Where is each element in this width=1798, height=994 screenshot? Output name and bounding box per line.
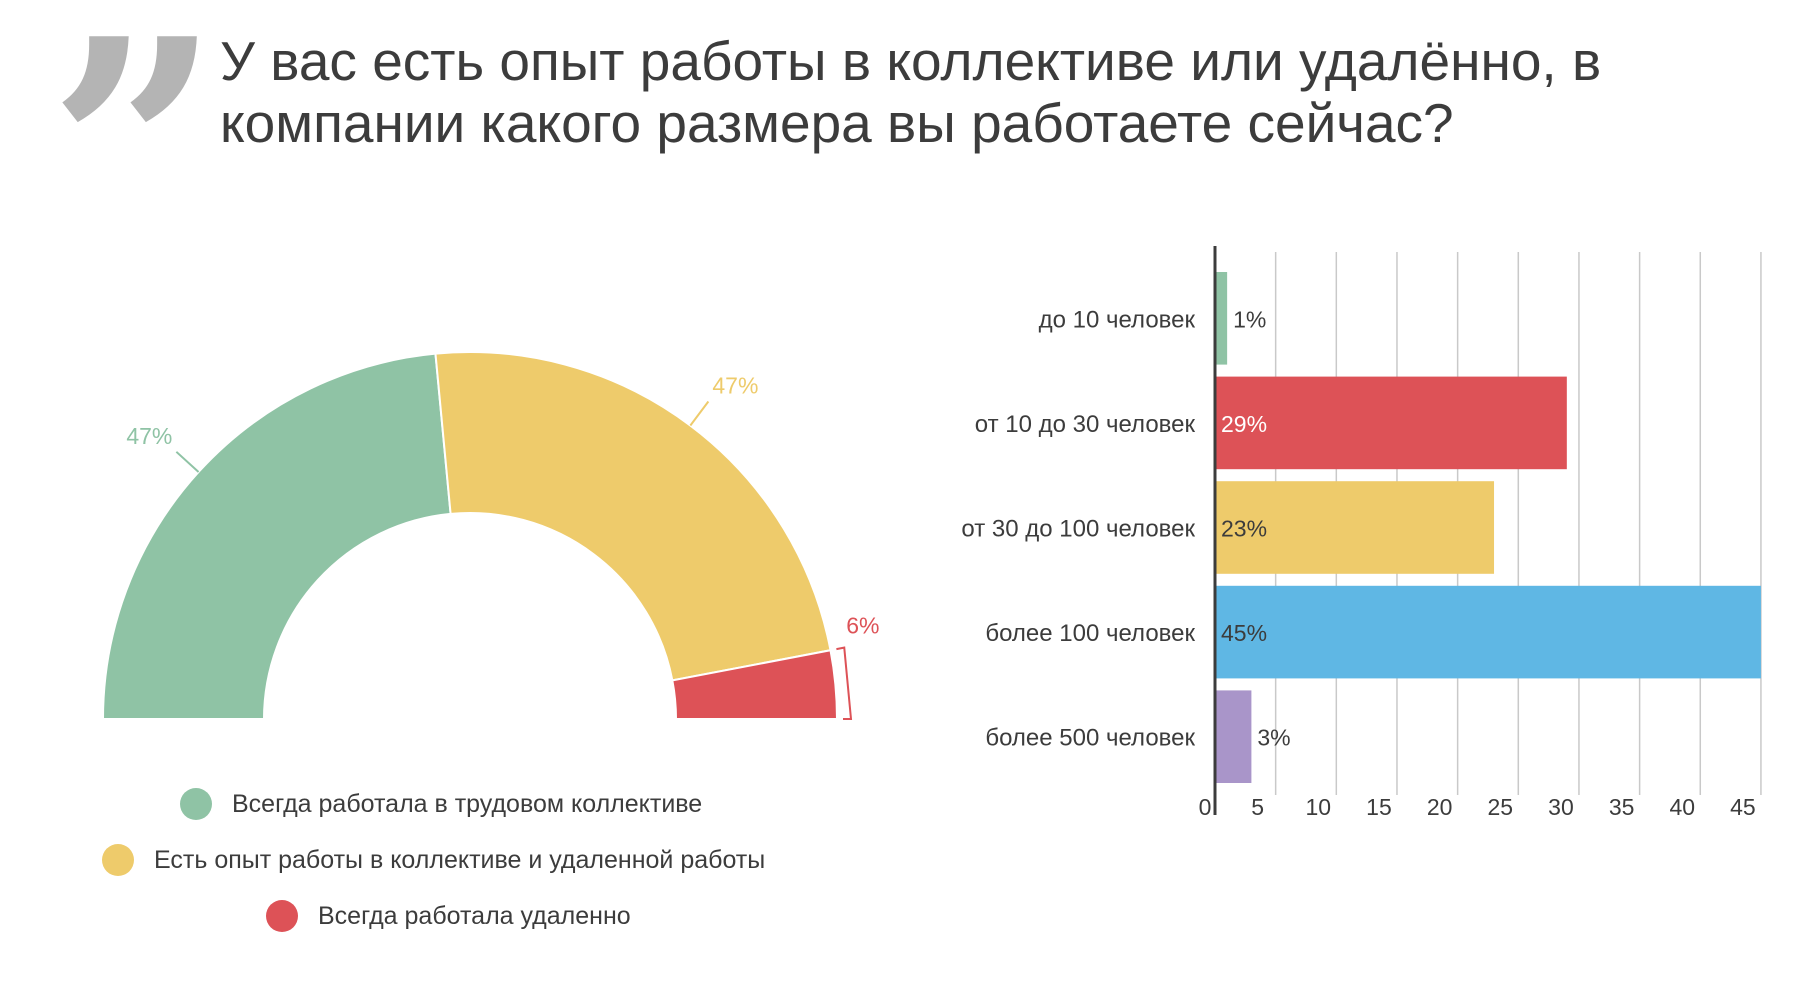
x-tick-label: 15: [1366, 794, 1392, 820]
legend-dot: [180, 788, 212, 820]
bar: [1215, 272, 1228, 365]
legend-item: Всегда работала в трудовом коллективе: [180, 788, 702, 820]
pie-data-label: 47%: [712, 373, 758, 399]
pie-slice: [671, 649, 839, 720]
bar: [1215, 585, 1761, 679]
bar-value-label: 29%: [1221, 411, 1267, 437]
legend-item: Всегда работала удаленно: [266, 900, 631, 932]
legend-dot: [102, 844, 134, 876]
x-tick-label: 25: [1487, 794, 1513, 820]
x-tick-label: 5: [1251, 794, 1264, 820]
page-title: У вас есть опыт работы в коллективе или …: [220, 30, 1602, 154]
x-tick-label: 40: [1669, 794, 1695, 820]
bar: [1215, 376, 1567, 470]
x-tick-label: 10: [1306, 794, 1332, 820]
category-label: от 30 до 100 человек: [961, 516, 1195, 543]
category-label: более 500 человек: [985, 725, 1195, 752]
bar-value-label: 3%: [1257, 725, 1290, 751]
bar: [1215, 481, 1495, 574]
legend-dot: [266, 900, 298, 932]
x-tick-label: 20: [1427, 794, 1453, 820]
pie-slice: [101, 352, 452, 720]
bar: [1215, 690, 1252, 783]
bar-value-label: 1%: [1233, 306, 1266, 332]
pie-bracket: [836, 646, 853, 720]
category-label: более 100 человек: [985, 620, 1195, 647]
pie-leader-line: [175, 451, 200, 473]
bar-value-label: 23%: [1221, 516, 1267, 542]
pie-leader-line: [689, 400, 710, 427]
horizontal-bar-chart: до 10 человек 1% от 10 до 30 человек 29% от …: [961, 246, 1762, 820]
x-tick-label: 30: [1548, 794, 1574, 820]
x-tick-label: 35: [1609, 794, 1635, 820]
legend-label: Всегда работала удаленно: [318, 901, 631, 930]
category-label: до 10 человек: [1039, 306, 1196, 333]
pie-data-label: 47%: [126, 423, 172, 449]
x-tick-label: 0: [1199, 794, 1212, 820]
bar-value-label: 45%: [1221, 620, 1267, 646]
pie-slice: [434, 351, 832, 682]
category-label: от 10 до 30 человек: [975, 411, 1196, 438]
legend-label: Есть опыт работы в коллективе и удаленно…: [154, 845, 766, 874]
quote-mark-icon: ”: [48, 0, 221, 326]
half-donut-chart: 47% 47% 6%: [101, 351, 880, 720]
pie-data-label: 6%: [846, 613, 879, 639]
legend-label: Всегда работала в трудовом коллективе: [232, 789, 703, 818]
legend-item: Есть опыт работы в коллективе и удаленно…: [102, 844, 765, 876]
x-tick-label: 45: [1730, 794, 1756, 820]
